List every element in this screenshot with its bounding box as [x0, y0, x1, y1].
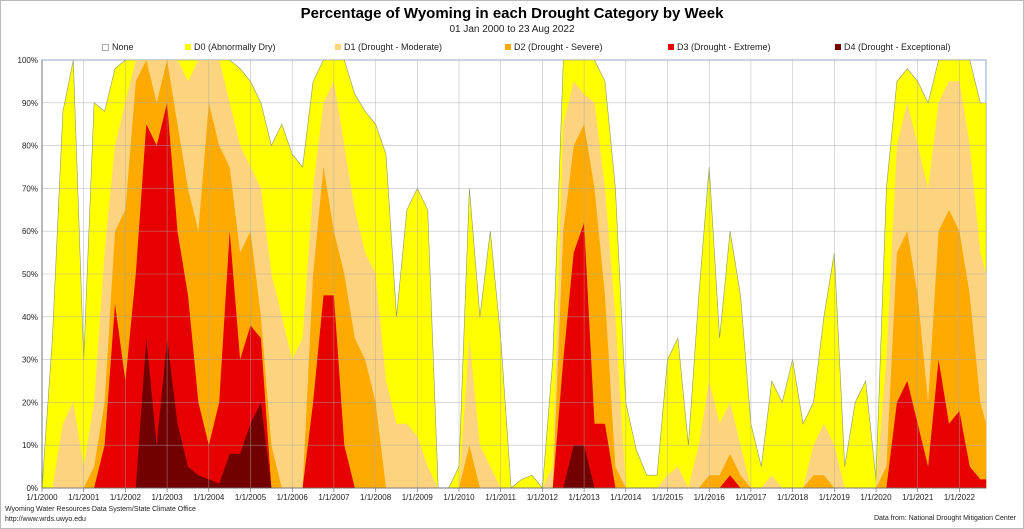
- x-tick-label: 1/1/2012: [527, 493, 559, 502]
- legend-swatch: [505, 44, 511, 50]
- x-tick-label: 1/1/2021: [902, 493, 934, 502]
- legend-label: None: [112, 42, 134, 52]
- x-tick-label: 1/1/2013: [569, 493, 601, 502]
- x-tick-label: 1/1/2002: [110, 493, 142, 502]
- x-tick-label: 1/1/2022: [944, 493, 976, 502]
- area-d1: [42, 60, 987, 488]
- y-tick-label: 90%: [22, 99, 38, 108]
- legend-label: D1 (Drought - Moderate): [344, 42, 443, 52]
- x-tick-label: 1/1/2018: [777, 493, 809, 502]
- y-tick-label: 60%: [22, 227, 38, 236]
- x-tick-label: 1/1/2019: [819, 493, 851, 502]
- x-tick-label: 1/1/2003: [152, 493, 184, 502]
- x-tick-label: 1/1/2001: [68, 493, 100, 502]
- y-tick-label: 30%: [22, 356, 38, 365]
- legend-label: D3 (Drought - Extreme): [677, 42, 771, 52]
- x-tick-label: 1/1/2017: [735, 493, 767, 502]
- y-tick-label: 50%: [22, 270, 38, 279]
- legend-item-d0: D0 (Abnormally Dry): [185, 42, 276, 52]
- data-credit: Data from: National Drought Mitigation C…: [873, 515, 1016, 522]
- x-tick-label: 1/1/2006: [277, 493, 309, 502]
- x-tick-label: 1/1/2000: [26, 493, 58, 502]
- y-tick-label: 80%: [22, 142, 38, 151]
- legend-item-d3: D3 (Drought - Extreme): [668, 42, 771, 52]
- source-credit: Wyoming Water Resources Data System/Stat…: [5, 506, 196, 513]
- legend-swatch: [185, 44, 191, 50]
- chart-subtitle: 01 Jan 2000 to 23 Aug 2022: [449, 24, 575, 35]
- x-tick-label: 1/1/2005: [235, 493, 267, 502]
- legend-swatch: [835, 44, 841, 50]
- source-url[interactable]: http://www.wrds.uwyo.edu: [5, 516, 86, 523]
- legend-item-none: None: [102, 42, 134, 52]
- x-tick-label: 1/1/2008: [360, 493, 392, 502]
- legend-label: D0 (Abnormally Dry): [194, 42, 276, 52]
- x-tick-label: 1/1/2007: [318, 493, 350, 502]
- legend: None D0 (Abnormally Dry) D1 (Drought - M…: [0, 42, 1024, 54]
- y-tick-label: 20%: [22, 398, 38, 407]
- y-tick-label: 40%: [22, 313, 38, 322]
- x-tick-label: 1/1/2004: [193, 493, 225, 502]
- y-tick-label: 10%: [22, 441, 38, 450]
- chart-title: Percentage of Wyoming in each Drought Ca…: [300, 5, 724, 22]
- x-tick-label: 1/1/2014: [610, 493, 642, 502]
- legend-item-d2: D2 (Drought - Severe): [505, 42, 603, 52]
- y-tick-label: 70%: [22, 184, 38, 193]
- x-tick-label: 1/1/2011: [485, 493, 516, 502]
- legend-label: D2 (Drought - Severe): [514, 42, 603, 52]
- x-tick-label: 1/1/2020: [860, 493, 892, 502]
- x-tick-label: 1/1/2016: [694, 493, 726, 502]
- legend-item-d4: D4 (Drought - Exceptional): [835, 42, 951, 52]
- legend-swatch: [668, 44, 674, 50]
- legend-swatch: [335, 44, 341, 50]
- x-tick-label: 1/1/2015: [652, 493, 684, 502]
- y-tick-label: 0%: [26, 484, 38, 493]
- legend-swatch: [102, 43, 109, 51]
- legend-item-d1: D1 (Drought - Moderate): [335, 42, 442, 52]
- x-tick-label: 1/1/2010: [443, 493, 475, 502]
- area-d3: [42, 102, 987, 489]
- y-tick-label: 100%: [18, 56, 38, 65]
- x-tick-label: 1/1/2009: [402, 493, 434, 502]
- legend-label: D4 (Drought - Exceptional): [844, 42, 951, 52]
